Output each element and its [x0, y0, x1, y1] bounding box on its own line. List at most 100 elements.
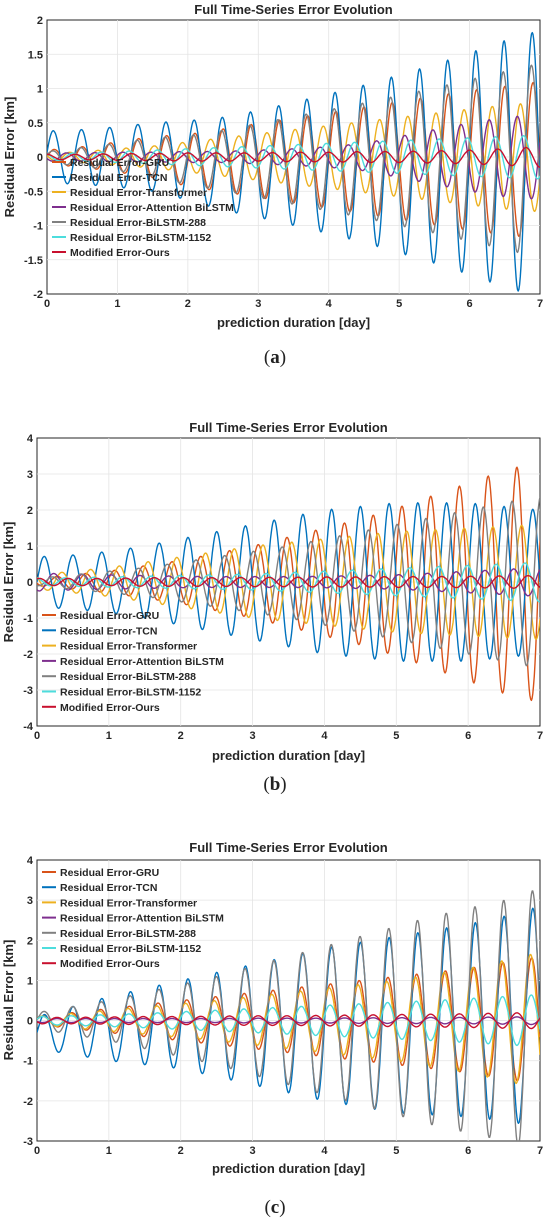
x-tick-label: 0: [34, 730, 40, 742]
panel-caption: (a): [264, 347, 286, 368]
x-tick-label: 7: [537, 730, 543, 742]
x-axis-label: prediction duration [day]: [212, 1161, 365, 1176]
x-tick-label: 0: [44, 298, 50, 310]
legend-entry: Residual Error-BiLSTM-288: [70, 217, 206, 229]
y-tick-label: 2: [37, 15, 43, 27]
legend-entry: Modified Error-Ours: [60, 958, 160, 970]
y-tick-label: -2: [23, 649, 33, 661]
x-axis-label: prediction duration [day]: [217, 315, 370, 330]
x-tick-label: 7: [537, 298, 543, 310]
y-tick-label: 4: [27, 855, 34, 867]
legend-entry: Residual Error-BiLSTM-1152: [70, 232, 211, 244]
y-tick-label: -4: [23, 721, 34, 733]
x-tick-label: 6: [465, 730, 471, 742]
x-tick-label: 1: [106, 730, 112, 742]
series-line: [37, 994, 540, 1047]
y-tick-label: 1: [27, 541, 33, 553]
legend-entry: Residual Error-Transformer: [70, 187, 207, 199]
y-tick-label: 1: [27, 975, 33, 987]
legend-entry: Residual Error-Attention BiLSTM: [60, 913, 224, 925]
y-tick-label: -1.5: [24, 255, 43, 267]
legend-entry: Residual Error-Transformer: [60, 897, 197, 909]
legend-entry: Residual Error-BiLSTM-288: [60, 671, 196, 683]
chart-b: Full Time-Series Error Evolution 0 1 2 3 4 5 6…: [1, 420, 543, 795]
series-line: [37, 502, 540, 662]
y-tick-label: 3: [27, 895, 33, 907]
legend-entry: Modified Error-Ours: [60, 702, 160, 714]
legend-entry: Residual Error-BiLSTM-1152: [60, 943, 201, 955]
y-tick-label: -0.5: [24, 186, 43, 198]
x-tick-label: 1: [106, 1145, 112, 1157]
series-line: [37, 1012, 540, 1030]
y-tick-label: -3: [23, 685, 33, 697]
y-tick-label: 0: [37, 152, 43, 164]
chart-title: Full Time-Series Error Evolution: [189, 420, 387, 435]
y-tick-label: 2: [27, 935, 33, 947]
x-tick-label: 5: [393, 730, 399, 742]
y-axis-label: Residual Error [km]: [1, 940, 16, 1061]
chart-c: Full Time-Series Error Evolution 0 1 2 3 4 5 6…: [1, 840, 543, 1218]
legend-entry: Residual Error-GRU: [60, 610, 159, 622]
panel-caption: (c): [264, 1197, 285, 1218]
y-tick-label: -2: [33, 289, 43, 301]
x-tick-label: 3: [250, 1145, 256, 1157]
series-line: [37, 574, 540, 589]
x-tick-label: 4: [326, 298, 333, 310]
series-line: [37, 496, 540, 667]
series-line: [37, 562, 540, 603]
panel-caption: (b): [263, 774, 286, 795]
x-tick-label: 2: [178, 1145, 184, 1157]
series-line: [37, 524, 540, 640]
y-axis-label: Residual Error [km]: [2, 97, 17, 218]
x-tick-label: 7: [537, 1145, 543, 1157]
x-tick-label: 4: [321, 730, 328, 742]
legend-entry: Residual Error-Transformer: [60, 641, 197, 653]
y-tick-label: -1: [23, 613, 33, 625]
legend-entry: Residual Error-Attention BiLSTM: [70, 202, 234, 214]
series-line: [37, 890, 540, 1141]
x-tick-label: 5: [393, 1145, 399, 1157]
y-tick-label: 2: [27, 505, 33, 517]
y-tick-label: 3: [27, 469, 33, 481]
legend-entry: Residual Error-BiLSTM-1152: [60, 687, 201, 699]
y-tick-label: 1.5: [28, 49, 43, 61]
y-tick-label: 0: [27, 577, 33, 589]
legend: Residual Error-GRU Residual Error-TCN Resi…: [52, 157, 234, 259]
x-tick-label: 6: [467, 298, 473, 310]
legend: Residual Error-GRU Residual Error-TCN Resi…: [42, 867, 224, 970]
legend-entry: Modified Error-Ours: [70, 247, 170, 259]
legend-entry: Residual Error-TCN: [70, 172, 167, 184]
legend-entry: Residual Error-Attention BiLSTM: [60, 656, 224, 668]
y-axis-label: Residual Error [km]: [1, 522, 16, 643]
series-line: [47, 31, 540, 292]
x-tick-label: 3: [255, 298, 261, 310]
x-tick-label: 5: [396, 298, 402, 310]
legend-entry: Residual Error-GRU: [70, 157, 169, 169]
legend-entry: Residual Error-GRU: [60, 867, 159, 879]
chart-title: Full Time-Series Error Evolution: [194, 2, 392, 17]
chart-title: Full Time-Series Error Evolution: [189, 840, 387, 855]
x-tick-label: 6: [465, 1145, 471, 1157]
x-tick-label: 1: [114, 298, 120, 310]
legend-entry: Residual Error-TCN: [60, 882, 157, 894]
legend-entry: Residual Error-TCN: [60, 625, 157, 637]
series-line: [47, 103, 540, 213]
x-tick-label: 4: [321, 1145, 328, 1157]
y-tick-label: 0: [27, 1016, 33, 1028]
series-line: [47, 64, 540, 254]
x-tick-label: 0: [34, 1145, 40, 1157]
y-tick-label: -3: [23, 1136, 33, 1148]
y-tick-label: 0.5: [28, 118, 43, 130]
x-axis-label: prediction duration [day]: [212, 748, 365, 763]
chart-a: Full Time-Series Error Evolution 0 1 2 3 4 5 6…: [2, 2, 543, 368]
y-tick-label: -1: [23, 1056, 33, 1068]
x-tick-label: 2: [178, 730, 184, 742]
series-line: [47, 146, 540, 168]
y-tick-label: 4: [27, 433, 34, 445]
series-line: [47, 134, 540, 180]
y-tick-label: 1: [37, 84, 43, 96]
x-tick-label: 3: [250, 730, 256, 742]
legend: Residual Error-GRU Residual Error-TCN Resi…: [42, 610, 224, 714]
x-tick-label: 2: [185, 298, 191, 310]
legend-entry: Residual Error-BiLSTM-288: [60, 928, 196, 940]
